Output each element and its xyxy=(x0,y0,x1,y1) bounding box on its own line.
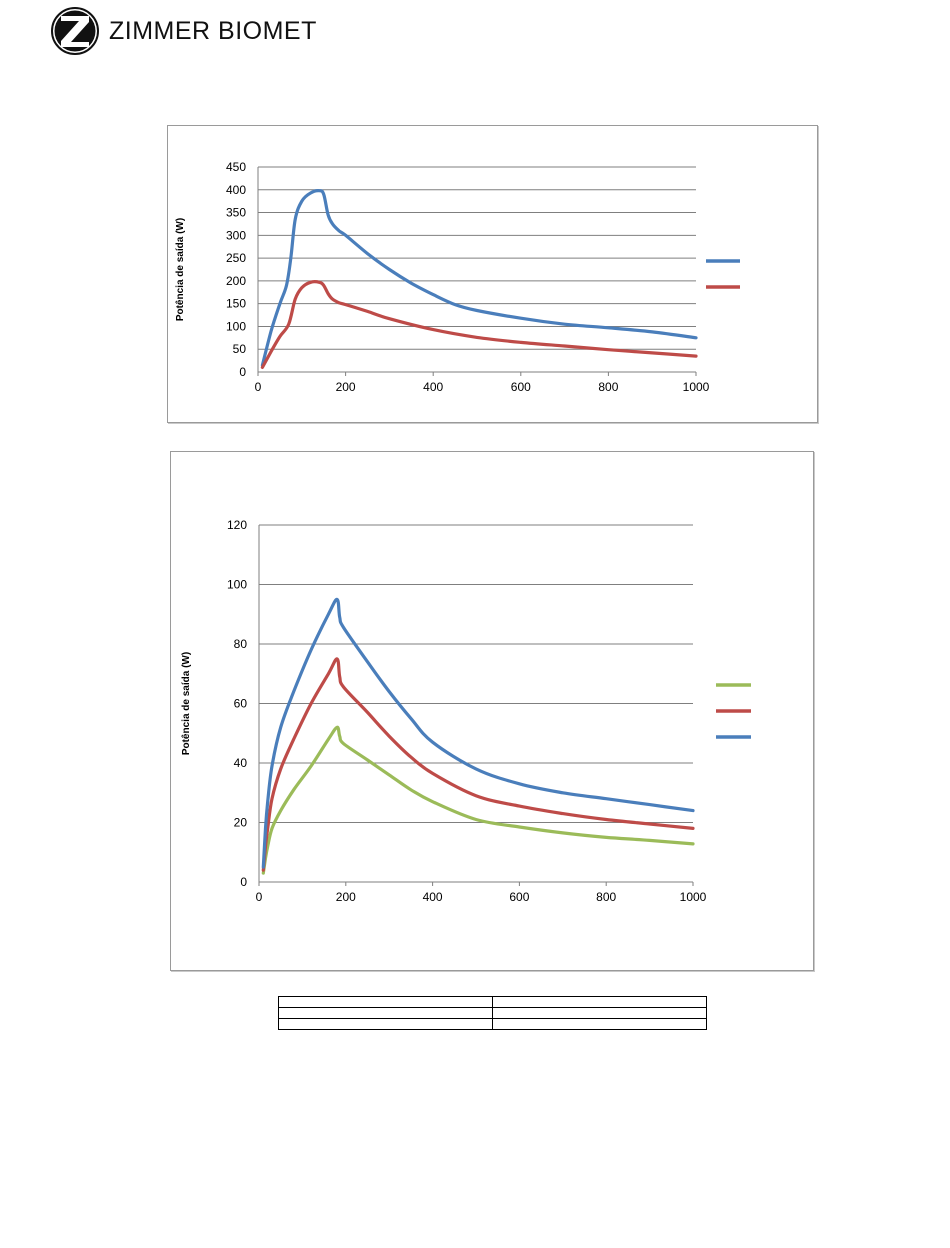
table-row xyxy=(278,996,707,1008)
x-tick-label: 200 xyxy=(336,380,356,394)
y-tick-label: 80 xyxy=(234,637,248,651)
x-tick-label: 400 xyxy=(423,380,443,394)
x-tick-label: 600 xyxy=(509,890,529,904)
x-tick-label: 1000 xyxy=(680,890,707,904)
y-tick-label: 150 xyxy=(226,297,246,311)
y-tick-label: 100 xyxy=(227,578,247,592)
table-row xyxy=(278,1007,707,1019)
table-cell xyxy=(492,1018,707,1030)
table-cell xyxy=(278,1018,493,1030)
power-chart-1: 0 50 100 150 200 250 300 350 400 450 0 200 400 600 800… xyxy=(167,125,818,423)
y-tick-label: 300 xyxy=(226,228,246,242)
y-tick-label: 60 xyxy=(234,697,248,711)
y-axis-title: Potência de saída (W) xyxy=(181,652,192,755)
series-line-3 xyxy=(261,597,695,869)
table-cell xyxy=(278,1007,493,1019)
x-tick-label: 0 xyxy=(255,380,262,394)
table-cell xyxy=(278,996,493,1008)
series-line-1 xyxy=(260,189,698,367)
x-tick-label: 0 xyxy=(256,890,263,904)
table-row xyxy=(278,1018,707,1030)
y-tick-label: 20 xyxy=(234,816,248,830)
power-chart-1-svg: 0 50 100 150 200 250 300 350 400 450 0 200 400 600 800… xyxy=(175,160,740,394)
x-tick-label: 200 xyxy=(336,890,356,904)
power-chart-2-svg: 0 20 40 60 80 100 120 0 200 400 600 800 1000 Potência… xyxy=(181,518,751,904)
brand-name: ZIMMER BIOMET xyxy=(109,16,317,45)
x-tick-label: 600 xyxy=(511,380,531,394)
series-line-1 xyxy=(261,725,695,875)
brand-logo: ZIMMER BIOMET xyxy=(50,6,317,56)
y-tick-label: 350 xyxy=(226,206,246,220)
y-tick-label: 40 xyxy=(234,756,248,770)
series-line-2 xyxy=(260,280,698,369)
y-tick-label: 50 xyxy=(233,342,247,356)
series-line-2 xyxy=(261,657,695,872)
table-cell xyxy=(492,996,707,1008)
y-axis-title: Potência de saída (W) xyxy=(175,218,186,321)
zimmer-biomet-z-logo-icon xyxy=(51,7,99,55)
y-tick-label: 250 xyxy=(226,251,246,265)
x-tick-label: 800 xyxy=(596,890,616,904)
table-cell xyxy=(492,1007,707,1019)
y-tick-label: 200 xyxy=(226,274,246,288)
y-tick-label: 400 xyxy=(226,183,246,197)
x-tick-label: 800 xyxy=(598,380,618,394)
y-tick-label: 0 xyxy=(240,875,247,889)
x-tick-label: 400 xyxy=(423,890,443,904)
reference-table xyxy=(278,996,707,1030)
power-chart-2: 0 20 40 60 80 100 120 0 200 400 600 800 1000 Potência… xyxy=(170,451,814,971)
y-tick-label: 120 xyxy=(227,518,247,532)
y-tick-label: 450 xyxy=(226,160,246,174)
y-tick-label: 100 xyxy=(226,319,246,333)
x-tick-label: 1000 xyxy=(683,380,710,394)
y-tick-label: 0 xyxy=(239,365,246,379)
